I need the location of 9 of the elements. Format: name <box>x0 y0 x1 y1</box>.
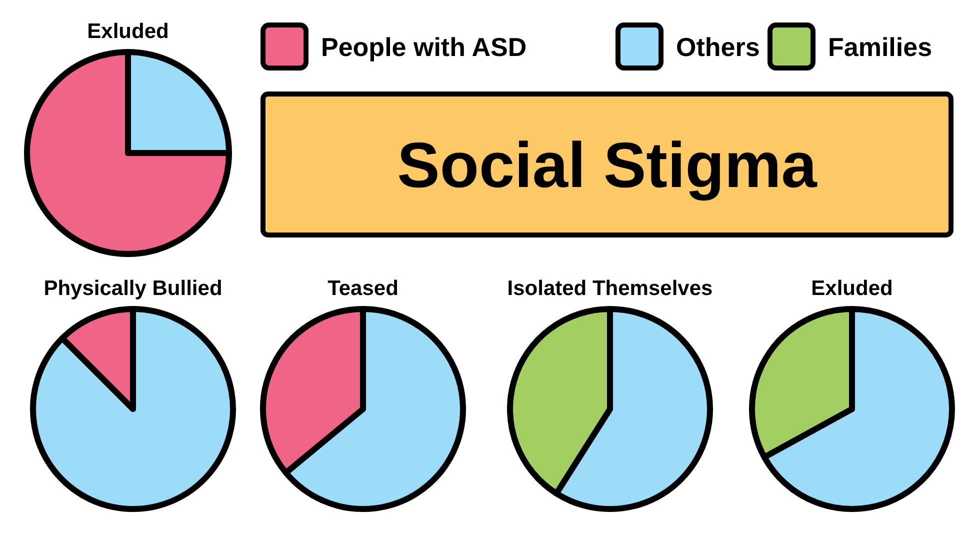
chart-title: Isolated Themselves <box>507 277 713 300</box>
chart-title: Teased <box>328 277 398 300</box>
text: Social Stigma <box>397 129 818 201</box>
legend-label: Families <box>828 32 932 62</box>
legend-label: People with ASD <box>321 32 527 62</box>
legend-label: Others <box>676 32 760 62</box>
chart-title: Physically Bullied <box>44 277 222 300</box>
chart-title: Exluded <box>87 20 169 43</box>
chart-title: Exluded <box>811 277 893 300</box>
